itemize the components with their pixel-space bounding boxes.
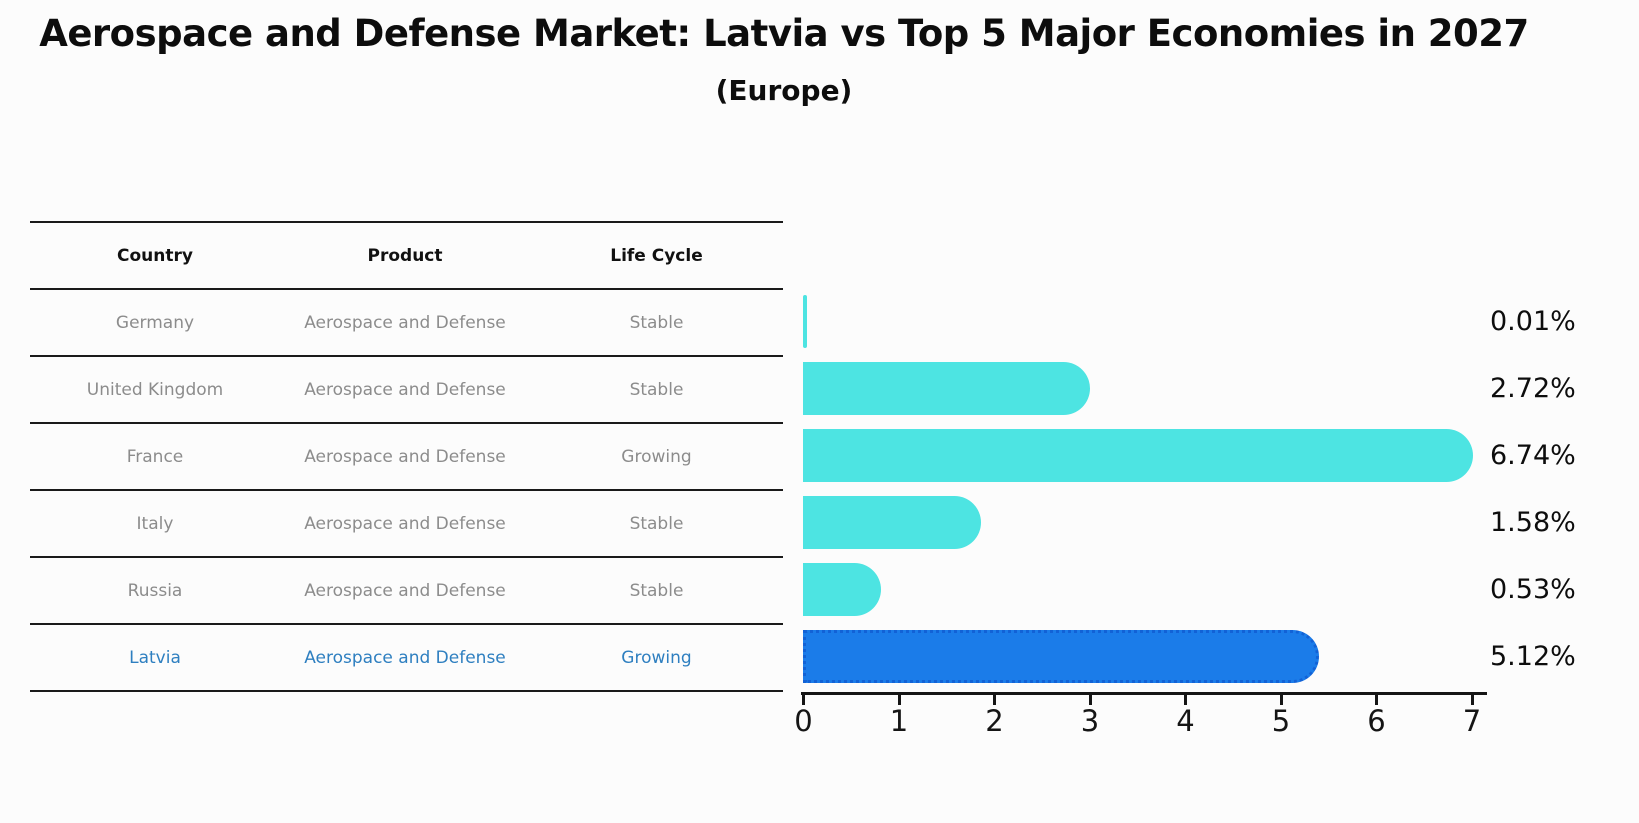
bar <box>803 563 881 616</box>
x-axis-tick <box>1088 695 1092 705</box>
header-country: Country <box>117 245 193 266</box>
cell-product: Aerospace and Defense <box>304 513 506 534</box>
x-axis-tick <box>993 695 996 705</box>
bar-value-label: 5.12% <box>1490 640 1576 672</box>
x-axis-tick-label: 4 <box>1176 704 1195 738</box>
bar <box>803 362 1090 415</box>
cell-country: Germany <box>115 312 195 333</box>
cell-country: France <box>126 446 184 467</box>
title-container: Aerospace and Defense Market: Latvia vs … <box>0 12 1568 55</box>
cell-product: Aerospace and Defense <box>304 647 506 668</box>
bar <box>803 295 807 348</box>
x-axis-tick-label: 2 <box>985 704 1004 738</box>
bar-value-label: 0.53% <box>1490 573 1576 605</box>
table-row: United Kingdom Aerospace and Defense Stabl… <box>30 357 783 424</box>
cell-country: Latvia <box>129 647 181 668</box>
x-axis-tick-label: 3 <box>1080 704 1100 738</box>
x-axis-tick-label: 0 <box>794 704 813 738</box>
x-axis-tick-label: 1 <box>889 704 909 738</box>
cell-life-cycle: Stable <box>629 513 684 534</box>
chart-subtitle: (Europe) <box>715 74 853 107</box>
cell-life-cycle: Growing <box>621 446 692 467</box>
x-axis-line <box>801 692 1487 695</box>
subtitle-container: (Europe) <box>0 74 1568 107</box>
table-row: Germany Aerospace and Defense Stable <box>30 290 783 357</box>
country-table: Country Product Life Cycle Germany Aerosp… <box>30 221 783 692</box>
bar-value-label: 6.74% <box>1490 439 1576 471</box>
x-axis-tick-label: 6 <box>1367 704 1386 738</box>
x-axis-tick-label: 5 <box>1271 704 1291 738</box>
x-axis-tick <box>1279 695 1283 705</box>
cell-life-cycle: Growing <box>621 647 692 668</box>
bar-value-label: 1.58% <box>1490 506 1576 538</box>
bar <box>803 496 981 549</box>
x-axis-tick <box>1184 695 1187 705</box>
bar-value-label: 0.01% <box>1490 305 1576 337</box>
table-row: Latvia Aerospace and Defense Growing <box>30 625 783 692</box>
x-axis-tick <box>1470 695 1474 705</box>
cell-country: United Kingdom <box>86 379 224 400</box>
cell-product: Aerospace and Defense <box>304 312 506 333</box>
chart-title: Aerospace and Defense Market: Latvia vs … <box>39 12 1529 55</box>
cell-country: Italy <box>136 513 174 534</box>
x-axis-tick <box>802 695 805 705</box>
cell-product: Aerospace and Defense <box>304 580 506 601</box>
bar-value-label: 2.72% <box>1490 372 1576 404</box>
table-row: Russia Aerospace and Defense Stable <box>30 558 783 625</box>
x-axis-tick <box>897 695 901 705</box>
x-axis-tick <box>1375 695 1378 705</box>
cell-life-cycle: Stable <box>629 379 684 400</box>
cell-life-cycle: Stable <box>629 312 684 333</box>
bar <box>803 429 1474 482</box>
x-axis-tick-label: 7 <box>1462 704 1482 738</box>
header-product: Product <box>367 245 443 266</box>
cell-country: Russia <box>127 580 183 601</box>
bar-plot-area <box>803 288 1503 690</box>
table-row: France Aerospace and Defense Growing <box>30 424 783 491</box>
cell-product: Aerospace and Defense <box>304 379 506 400</box>
cell-product: Aerospace and Defense <box>304 446 506 467</box>
table-header-row: Country Product Life Cycle <box>30 221 783 290</box>
table-row: Italy Aerospace and Defense Stable <box>30 491 783 558</box>
header-life-cycle: Life Cycle <box>610 245 703 266</box>
cell-life-cycle: Stable <box>629 580 684 601</box>
bar-highlight <box>803 630 1319 683</box>
table-rows: Germany Aerospace and Defense Stable United… <box>30 290 783 692</box>
